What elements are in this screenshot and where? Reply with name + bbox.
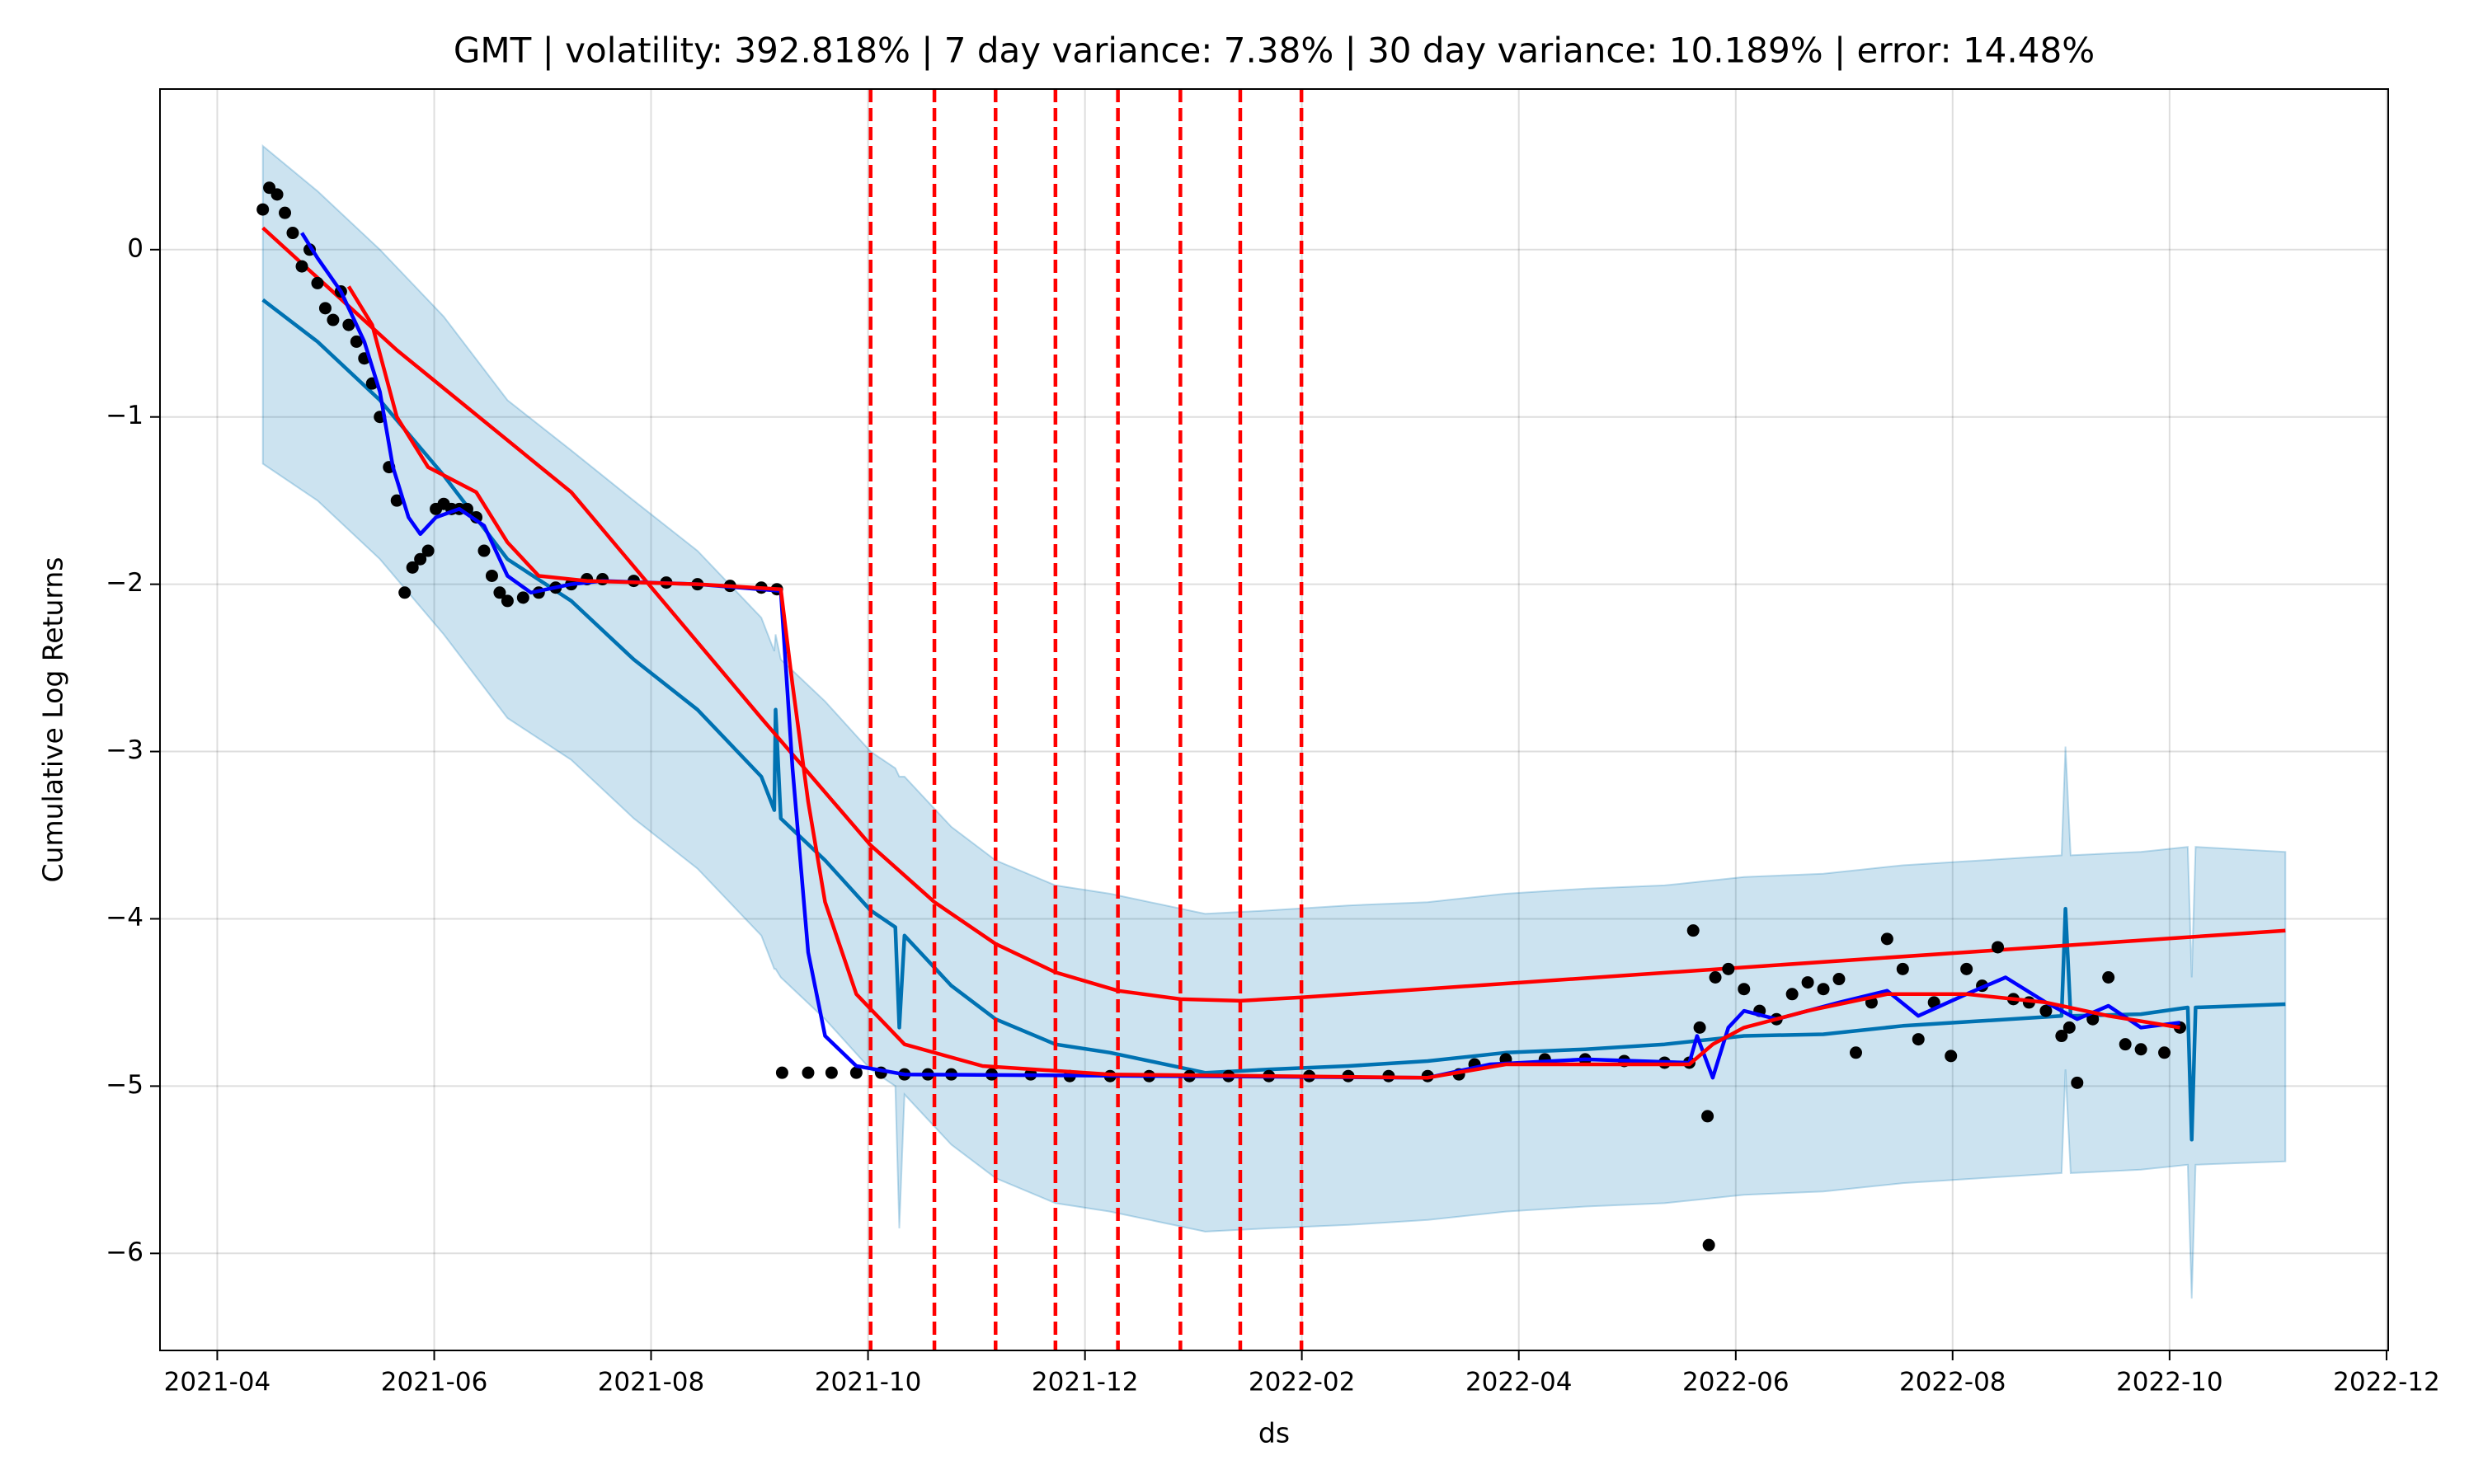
point [501, 594, 514, 608]
point [279, 206, 292, 219]
x-axis-label: ds [1258, 1417, 1290, 1449]
y-tick-label: 0 [127, 233, 143, 263]
line [300, 232, 2180, 1080]
point [1960, 962, 1973, 975]
point [1832, 973, 1846, 986]
uncertainty-band [261, 143, 2287, 1299]
point [256, 203, 270, 216]
x-tick-label: 2021-10 [815, 1368, 922, 1397]
point [1817, 983, 1830, 996]
point [2134, 1043, 2147, 1056]
point [477, 544, 491, 557]
point [485, 569, 498, 582]
point [1686, 924, 1700, 937]
point [2102, 970, 2115, 984]
point [421, 544, 435, 557]
point [414, 552, 427, 566]
point [1702, 1238, 1715, 1252]
point [2158, 1046, 2171, 1059]
y-tick-label: −2 [106, 568, 143, 598]
point [390, 494, 403, 507]
point [2086, 1012, 2100, 1026]
x-tick-label: 2022-12 [2333, 1368, 2440, 1397]
point [1785, 988, 1799, 1001]
plot-frame [159, 88, 2389, 1351]
point [1693, 1021, 1706, 1034]
point [775, 1066, 788, 1079]
x-tick-label: 2022-08 [1899, 1368, 2006, 1397]
point [1701, 1110, 1714, 1123]
point [802, 1066, 815, 1079]
x-tick-label: 2021-08 [598, 1368, 705, 1397]
point [342, 318, 355, 331]
point [2062, 1021, 2076, 1034]
y-tick-label: −1 [106, 401, 143, 430]
point [1738, 983, 1751, 996]
point [1992, 941, 2005, 954]
y-tick-label: −5 [106, 1070, 143, 1100]
point [2119, 1038, 2132, 1051]
y-tick-label: −6 [106, 1237, 143, 1267]
point [2071, 1076, 2084, 1089]
point [286, 227, 299, 240]
x-tick-label: 2021-12 [1032, 1368, 1139, 1397]
point [318, 302, 332, 315]
line [346, 285, 2180, 1080]
point [1849, 1046, 1862, 1059]
chart-title: GMT | volatility: 392.818% | 7 day varia… [454, 31, 2095, 71]
point [825, 1066, 838, 1079]
point [406, 561, 419, 574]
y-tick-label: −3 [106, 735, 143, 765]
point [398, 586, 412, 599]
point [2039, 1004, 2053, 1017]
point [327, 313, 340, 326]
x-tick-label: 2022-06 [1682, 1368, 1790, 1397]
x-tick-label: 2022-02 [1249, 1368, 1356, 1397]
point [1896, 962, 1909, 975]
point [270, 188, 284, 201]
point [311, 276, 324, 289]
point [1880, 932, 1893, 946]
point [1722, 962, 1735, 975]
point [516, 591, 529, 604]
point [1945, 1050, 1958, 1063]
line [261, 298, 2286, 1142]
point [2055, 1030, 2068, 1043]
point [350, 335, 363, 348]
point [295, 260, 308, 273]
point [493, 586, 506, 599]
x-tick-label: 2021-06 [381, 1368, 488, 1397]
point [1801, 976, 1814, 989]
point [849, 1066, 863, 1079]
y-tick-label: −4 [106, 903, 143, 932]
x-tick-label: 2022-10 [2116, 1368, 2223, 1397]
point [1709, 970, 1722, 984]
x-tick-label: 2021-04 [164, 1368, 271, 1397]
x-tick-label: 2022-04 [1465, 1368, 1573, 1397]
point [1912, 1033, 1925, 1046]
y-axis-label: Cumulative Log Returns [37, 557, 69, 883]
